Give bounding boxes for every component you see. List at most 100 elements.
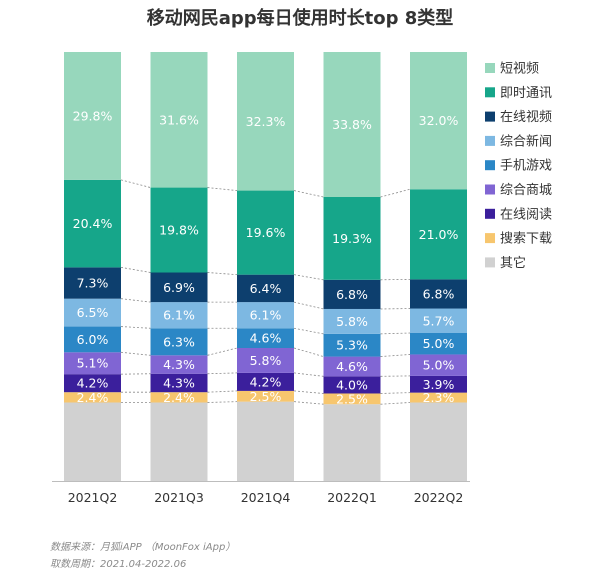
data-label: 6.5% — [77, 305, 109, 320]
connector-line — [293, 327, 324, 335]
data-label: 32.0% — [419, 113, 459, 128]
connector-line — [120, 179, 151, 188]
legend-swatch — [485, 257, 495, 268]
x-tick-label: 2021Q4 — [241, 490, 291, 505]
bar-segment — [323, 197, 381, 280]
data-label: 7.3% — [77, 276, 109, 291]
legend-item[interactable]: 即时通讯 — [485, 86, 552, 101]
data-label: 4.6% — [250, 331, 282, 346]
legend-label: 在线视频 — [500, 110, 552, 125]
data-label: 6.1% — [250, 308, 282, 323]
connector-line — [207, 372, 238, 375]
connector-line — [293, 190, 324, 198]
bar-segment — [410, 189, 467, 280]
data-label: 31.6% — [159, 112, 199, 127]
x-tick-label: 2021Q2 — [68, 490, 118, 505]
bar-segment — [237, 390, 294, 402]
legend-item[interactable]: 综合新闻 — [485, 133, 552, 149]
bar-segment — [64, 267, 121, 299]
bar-segment — [410, 279, 467, 309]
data-label: 29.8% — [73, 108, 113, 123]
legend-item[interactable]: 短视频 — [485, 62, 539, 77]
connector-lines — [120, 179, 411, 405]
bar-segment — [323, 52, 381, 198]
bar-segment — [410, 332, 467, 355]
legend-swatch — [485, 135, 495, 146]
legend-item[interactable]: 在线视频 — [485, 110, 552, 125]
legend-label: 其它 — [500, 255, 526, 271]
connector-line — [380, 392, 411, 394]
legend-swatch — [485, 233, 495, 244]
bar-segment — [64, 352, 121, 375]
bar-segment — [237, 348, 294, 373]
connector-line — [120, 266, 151, 273]
bar-segment — [410, 354, 467, 376]
bar-segment — [410, 52, 467, 190]
x-axis: 2021Q2 2021Q3 2021Q4 2022Q1 2022Q2 — [52, 481, 470, 505]
data-label: 6.3% — [163, 334, 195, 349]
data-label: 6.1% — [163, 308, 195, 323]
data-label: 5.1% — [77, 356, 109, 371]
bar-segment — [150, 373, 208, 393]
data-label: 6.8% — [336, 287, 368, 302]
legend-item[interactable]: 综合商城 — [485, 183, 552, 198]
bar-segment — [150, 52, 208, 188]
connector-line — [293, 372, 324, 377]
bar-segment — [237, 401, 294, 481]
legend-label: 综合新闻 — [500, 133, 552, 149]
bar-segment — [64, 402, 121, 481]
watermark: MoonFox — [176, 222, 425, 285]
period-note: 取数周期：2021.04-2022.06 — [50, 559, 187, 570]
legend-swatch — [485, 208, 495, 219]
legend-swatch — [485, 87, 495, 98]
legend-item[interactable]: 手机游戏 — [485, 159, 552, 174]
data-label: 20.4% — [73, 216, 113, 231]
legend-swatch — [485, 184, 495, 195]
data-label: 2.4% — [163, 390, 195, 405]
data-labels: 2.4%4.2%5.1%6.0%6.5%7.3%20.4%29.8%2.4%4.… — [73, 108, 459, 406]
data-label: 19.6% — [246, 225, 286, 240]
data-label: 33.8% — [332, 117, 372, 132]
connector-line — [207, 390, 238, 393]
bar-segment — [323, 333, 381, 357]
bar-segment — [237, 274, 294, 303]
bar-segment — [150, 272, 208, 303]
data-label: 5.7% — [423, 313, 455, 328]
data-label: 2.5% — [336, 391, 368, 406]
bar-segment — [237, 328, 294, 349]
bar-segment — [323, 308, 381, 334]
bar-segment — [323, 356, 381, 377]
legend-label: 搜索下载 — [500, 232, 552, 247]
watermark-layer: MoonFox — [176, 222, 425, 285]
connector-line — [293, 301, 324, 310]
bar-segment — [237, 52, 294, 191]
connector-line — [293, 274, 324, 281]
bar-segment — [410, 402, 467, 481]
connector-line — [120, 298, 151, 303]
data-label: 5.8% — [250, 353, 282, 368]
data-label: 2.4% — [77, 390, 109, 405]
bar-segment — [150, 355, 208, 374]
bar-segment — [323, 376, 381, 394]
connector-line — [293, 347, 324, 357]
data-label: 4.3% — [163, 375, 195, 390]
legend-item[interactable]: 其它 — [485, 255, 526, 271]
bar-segment — [150, 392, 208, 403]
connector-line — [207, 347, 238, 356]
x-tick-label: 2021Q3 — [154, 490, 204, 505]
legend-swatch — [485, 111, 495, 122]
legend-item[interactable]: 在线阅读 — [485, 207, 552, 222]
connector-line — [380, 354, 411, 357]
bar-segment — [323, 393, 381, 405]
data-label: 2.5% — [250, 389, 282, 404]
bar-segment — [323, 279, 381, 309]
legend-label: 手机游戏 — [500, 159, 552, 174]
legend-swatch — [485, 63, 495, 73]
data-label: 5.3% — [336, 338, 368, 353]
bar-segment — [64, 52, 121, 180]
data-label: 6.4% — [250, 281, 282, 296]
legend-item[interactable]: 搜索下载 — [485, 232, 552, 247]
bar-segment — [64, 179, 121, 268]
